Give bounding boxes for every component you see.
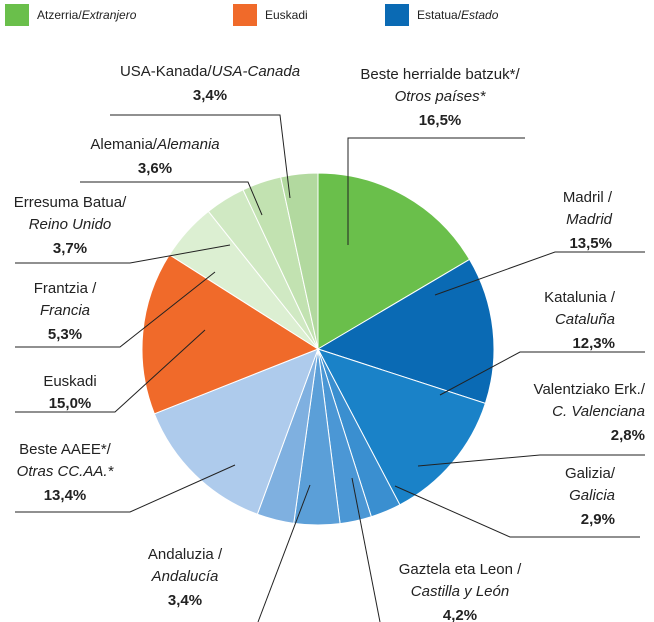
slice-value-label: 3,4% <box>168 592 202 609</box>
leader-line <box>351 477 381 622</box>
slice-name: Madril / <box>563 189 613 206</box>
slice-value-label: 12,3% <box>572 335 615 352</box>
leader-line <box>417 454 645 467</box>
slice-name: Andaluzia / <box>148 546 223 563</box>
leader-line <box>257 484 311 622</box>
slice-name-es: USA-Canada <box>212 63 300 80</box>
leader-line <box>439 351 645 396</box>
slice-name-es: Reino Unido <box>29 216 112 233</box>
leader-line <box>15 464 236 513</box>
slice-value-label: 16,5% <box>419 112 462 129</box>
legend-name-es: Extranjero <box>82 8 137 22</box>
labels: Beste herrialde batzuk*/ Otros países* 16,… <box>14 63 646 622</box>
slice-value-label: 2,8% <box>611 427 645 444</box>
pie-slice <box>316 258 495 405</box>
legend-name: Estatua/ <box>417 8 462 22</box>
legend-name: Atzerria/ <box>37 8 82 22</box>
slice-name: Beste AAEE*/ <box>19 441 112 458</box>
slice-value-label: 3,4% <box>193 87 227 104</box>
slice-name: Alemania/ <box>90 136 158 153</box>
legend-swatch <box>385 4 409 26</box>
slice-name: Valentziako Erk./ <box>534 381 646 398</box>
legend-swatch <box>233 4 257 26</box>
slice-value-label: 3,6% <box>138 160 172 177</box>
leader-line <box>347 137 525 245</box>
leader-line <box>394 485 640 538</box>
pie-slice <box>153 348 319 515</box>
legend-label: Euskadi <box>265 8 308 22</box>
legend-name: Euskadi <box>265 8 308 22</box>
pie <box>141 172 495 526</box>
pie-slice <box>280 172 319 350</box>
slice-name: Galizia/ <box>565 465 616 482</box>
legend: Atzerria/Extranjero Euskadi Estatua/Estado <box>5 4 499 26</box>
slice-name-es: Alemania <box>156 136 220 153</box>
slice-label: USA-Kanada/USA-Canada <box>120 63 300 80</box>
leader-line <box>15 271 216 348</box>
slice-name: Beste herrialde batzuk*/ <box>360 66 520 83</box>
slice-name: Gaztela eta Leon / <box>399 561 522 578</box>
slice-name-es: Madrid <box>566 211 613 228</box>
slice-name: USA-Kanada/ <box>120 63 213 80</box>
slice-name-es: Castilla y León <box>411 583 509 600</box>
pie-slice <box>317 172 471 350</box>
slice-name-es: Cataluña <box>555 311 615 328</box>
slice-name-es: Galicia <box>569 487 615 504</box>
slice-value-label: 13,4% <box>44 487 87 504</box>
legend-label: Estatua/Estado <box>417 8 499 22</box>
slice-value-label: 13,5% <box>569 235 612 252</box>
leader-line <box>110 114 291 199</box>
slice-value-label: 3,7% <box>53 240 87 257</box>
slice-name-es: C. Valenciana <box>552 403 645 420</box>
slice-value-label: 2,9% <box>581 511 615 528</box>
slice-name-es: Francia <box>40 302 90 319</box>
slice-name: Frantzia / <box>34 280 97 297</box>
slice-name: Katalunia / <box>544 289 616 306</box>
leader-line <box>80 181 263 216</box>
leader-line <box>434 251 645 296</box>
slice-name-es: Otras CC.AA.* <box>17 463 115 480</box>
slice-value-label: 4,2% <box>443 607 477 622</box>
leader-line <box>15 244 231 264</box>
slice-value-label: 5,3% <box>48 326 82 343</box>
slice-name: Erresuma Batua/ <box>14 194 127 211</box>
legend-swatch <box>5 4 29 26</box>
slice-name: Euskadi <box>43 373 96 390</box>
legend-name-es: Estado <box>461 8 499 22</box>
leader-line <box>15 329 206 413</box>
slice-name-es: Otros países* <box>395 88 487 105</box>
slice-label: Alemania/Alemania <box>90 136 219 153</box>
slice-name-es: Andalucía <box>151 568 219 585</box>
slice-value-label: 15,0% <box>49 395 92 412</box>
legend-label: Atzerria/Extranjero <box>37 8 137 22</box>
